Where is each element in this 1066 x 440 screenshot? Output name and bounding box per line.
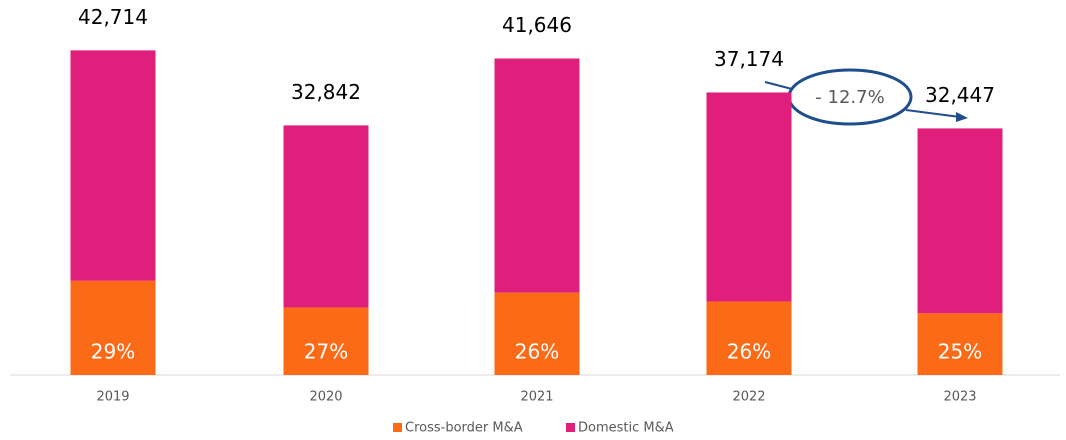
total-label: 37,174 (714, 47, 784, 71)
cross-border-bar (917, 313, 1003, 375)
x-tick-label: 2019 (96, 390, 129, 405)
annotation-text: - 12.7% (815, 87, 884, 108)
arrow-head (956, 112, 968, 122)
domestic-bar (283, 125, 369, 308)
domestic-bar (70, 50, 156, 281)
legend-swatch (393, 423, 402, 432)
share-label: 27% (304, 340, 348, 364)
cross-border-bar (706, 301, 792, 375)
share-label: 26% (727, 340, 771, 364)
domestic-bar (494, 58, 580, 293)
total-label: 32,842 (291, 80, 361, 104)
x-tick-label: 2021 (520, 390, 553, 405)
cross-border-bar (70, 280, 156, 375)
x-tick-label: 2022 (732, 390, 765, 405)
share-label: 29% (91, 340, 135, 364)
legend-label: Cross-border M&A (405, 421, 523, 436)
legend-swatch (566, 423, 575, 432)
x-tick-label: 2023 (943, 390, 976, 405)
domestic-bar (917, 128, 1003, 314)
cross-border-bar (494, 292, 580, 375)
share-label: 26% (515, 340, 559, 364)
share-label: 25% (938, 340, 982, 364)
domestic-bar (706, 92, 792, 302)
x-tick-label: 2020 (309, 390, 342, 405)
annotation-arrow (764, 81, 793, 90)
cross-border-bar (283, 307, 369, 375)
legend-label: Domestic M&A (578, 421, 674, 436)
total-label: 41,646 (502, 13, 572, 37)
annotation-arrow (905, 109, 961, 118)
total-label: 42,714 (78, 5, 148, 29)
total-label: 32,447 (925, 83, 995, 107)
